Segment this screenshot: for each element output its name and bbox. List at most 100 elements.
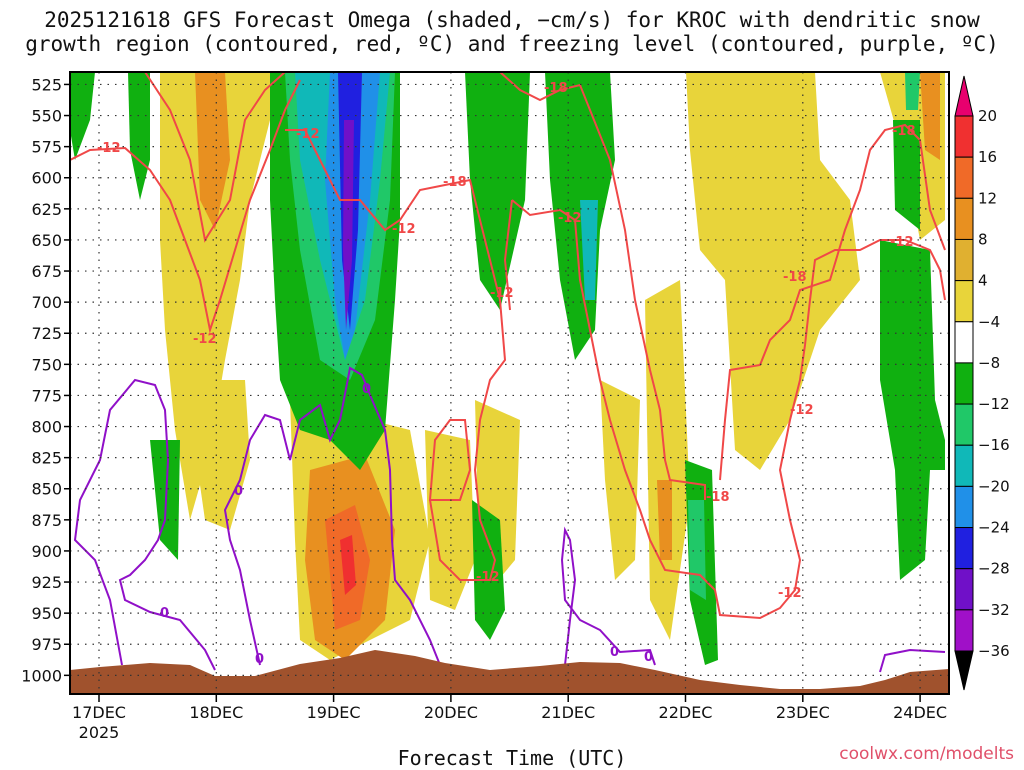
x-axis-year-label: 2025 — [79, 723, 120, 740]
y-tick-label: 575 — [31, 138, 62, 157]
x-axis: 17DEC 18DEC 19DEC 20DEC 21DEC 22DEC 23DEC 24DEC — [72, 694, 947, 722]
x-tick-label: 18DEC — [189, 703, 243, 722]
colorbar-label: −4 — [978, 313, 1000, 331]
red-contour — [719, 123, 946, 481]
colorbar-label: 20 — [978, 107, 997, 125]
y-tick-label: 675 — [31, 262, 62, 281]
red-contour-label: -18 — [892, 124, 916, 139]
y-tick-label: 700 — [31, 293, 62, 312]
red-contour-label: -18 — [783, 270, 807, 285]
red-contour-label: -12 — [392, 222, 416, 237]
colorbar: 20 16 12 8 4 −4 −8 −12 −16 −20 −24 −28 −32 −36 — [954, 75, 1010, 691]
colorbar-swatch — [954, 321, 974, 364]
colorbar-label: −8 — [978, 354, 1000, 372]
purple-contour-label: 0 — [160, 606, 169, 621]
red-contour-label: -12 — [790, 403, 814, 418]
shade-green — [893, 120, 920, 230]
colorbar-label: −32 — [978, 601, 1010, 619]
red-contour-label: -18 — [706, 490, 730, 505]
colorbar-label: −12 — [978, 395, 1010, 413]
colorbar-swatch — [954, 156, 974, 199]
colorbar-bottom-arrow — [954, 650, 974, 691]
dendritic-growth-contours — [70, 72, 946, 620]
colorbar-swatch — [954, 568, 974, 611]
omega-time-height-chart: -12 -12 -12 -12 -12 -12 -12 -12 -12 -12 … — [21, 71, 1010, 740]
shade-green — [545, 72, 615, 360]
colorbar-top-arrow — [954, 75, 974, 117]
purple-contour-label: 0 — [362, 382, 371, 397]
x-tick-label: 23DEC — [776, 703, 830, 722]
shade-yellow — [686, 72, 860, 470]
red-contour — [428, 419, 472, 501]
shade-orange — [657, 480, 672, 560]
colorbar-label: 8 — [978, 230, 988, 248]
chart-title-line-2: growth region (contoured, red, ºC) and f… — [25, 32, 999, 56]
shade-yellow — [730, 140, 770, 360]
colorbar-swatch — [954, 403, 974, 446]
colorbar-swatch — [954, 362, 974, 405]
purple-contour — [73, 378, 216, 671]
y-tick-label: 525 — [31, 75, 62, 94]
shade-green — [880, 240, 945, 580]
x-tick-label: 19DEC — [307, 703, 361, 722]
y-tick-label: 900 — [31, 542, 62, 561]
shade-yellow — [425, 430, 475, 610]
colorbar-swatch — [954, 280, 974, 323]
y-tick-label: 925 — [31, 573, 62, 592]
red-contour — [511, 199, 946, 620]
colorbar-label: 12 — [978, 189, 997, 207]
y-tick-label: 650 — [31, 231, 62, 250]
purple-contour — [223, 366, 441, 666]
shade-green — [128, 72, 150, 200]
y-axis: 525 550 575 600 625 650 675 700 725 750 775 800 825 8… — [21, 75, 70, 685]
shade-green — [70, 72, 95, 160]
y-tick-label: 950 — [31, 604, 62, 623]
colorbar-label: −36 — [978, 642, 1010, 660]
shade-yellow — [645, 280, 690, 640]
red-contour-label: -12 — [193, 332, 217, 347]
red-contour — [499, 72, 706, 500]
shade-cyan — [905, 72, 920, 110]
red-contour-label: -12 — [97, 141, 121, 156]
red-contour — [70, 79, 301, 334]
y-tick-label: 825 — [31, 449, 62, 468]
grid — [70, 72, 949, 694]
shade-yellow — [160, 72, 270, 520]
colorbar-label: −28 — [978, 560, 1010, 578]
x-axis-title: Forecast Time (UTC) — [397, 746, 627, 770]
purple-contour-label: 0 — [255, 652, 264, 667]
shade-cyan — [580, 200, 598, 300]
red-contour-label: -12 — [476, 570, 500, 585]
shade-orange — [920, 72, 940, 160]
y-tick-label: 975 — [31, 635, 62, 654]
shade-violet — [343, 120, 354, 330]
y-tick-label: 850 — [31, 480, 62, 499]
purple-contour-label: 0 — [610, 645, 619, 660]
x-tick-label: 22DEC — [659, 703, 713, 722]
colorbar-label: −24 — [978, 519, 1010, 537]
shade-orange — [195, 72, 230, 230]
red-contour — [144, 72, 286, 243]
y-tick-label: 800 — [31, 418, 62, 437]
y-tick-label: 725 — [31, 324, 62, 343]
y-tick-label: 875 — [31, 511, 62, 530]
red-contour-labels: -12 -12 -12 -12 -12 -12 -12 -12 -12 -12 … — [97, 81, 916, 601]
shade-yellow — [195, 380, 250, 530]
y-tick-label: 775 — [31, 386, 62, 405]
red-contour-label: -18 — [544, 81, 568, 96]
y-tick-label: 550 — [31, 107, 62, 126]
plot-frame — [69, 71, 950, 695]
x-tick-label: 24DEC — [893, 703, 947, 722]
red-contour — [285, 129, 507, 581]
purple-contour-label: 0 — [644, 650, 653, 665]
chart-title-line-1: 2025121618 GFS Forecast Omega (shaded, −… — [44, 8, 980, 32]
y-tick-label: 750 — [31, 355, 62, 374]
y-tick-label: 1000 — [21, 666, 62, 685]
colorbar-swatch — [954, 444, 974, 487]
colorbar-label: −16 — [978, 436, 1010, 454]
shade-yellow — [600, 380, 640, 580]
colorbar-swatch — [954, 527, 974, 570]
red-contour-label: -12 — [558, 211, 582, 226]
omega-shading — [70, 72, 945, 665]
watermark: coolwx.com/modelts — [839, 744, 1014, 764]
